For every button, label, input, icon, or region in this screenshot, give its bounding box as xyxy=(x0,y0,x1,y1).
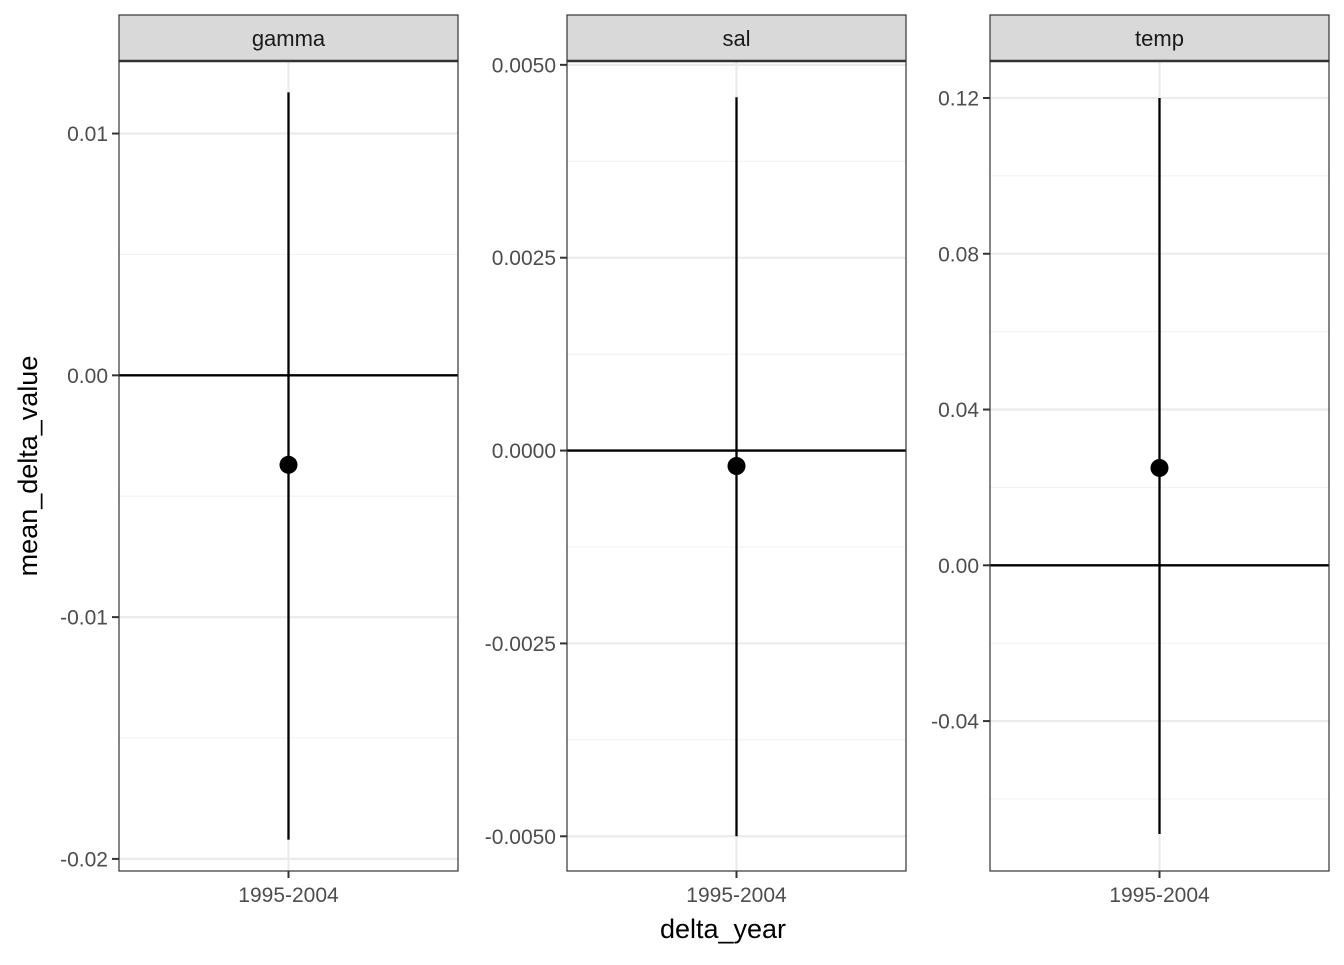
y-tick-label-sal: 0.0025 xyxy=(492,247,556,270)
y-tick-label-temp: 0.00 xyxy=(938,555,979,578)
x-axis-title: delta_year xyxy=(660,914,786,944)
facet-strip-gamma xyxy=(118,14,459,62)
facet-label-temp: temp xyxy=(1135,26,1184,51)
y-tick-label-temp: -0.04 xyxy=(931,711,979,734)
y-tick-label-temp: 0.08 xyxy=(938,243,979,266)
y-tick-label-gamma: 0.00 xyxy=(67,365,108,388)
y-tick-label-temp: 0.12 xyxy=(938,87,979,110)
facet-strip-temp xyxy=(989,14,1330,62)
mean-point-temp xyxy=(1150,458,1169,477)
x-tick-label-gamma: 1995-2004 xyxy=(238,884,339,907)
y-tick-label-sal: 0.0000 xyxy=(492,440,556,463)
facet-label-sal: sal xyxy=(722,26,750,51)
y-axis-title: mean_delta_value xyxy=(13,356,43,577)
y-tick-label-gamma: -0.01 xyxy=(60,607,108,630)
y-tick-label-sal: 0.0050 xyxy=(492,54,556,77)
y-tick-label-sal: -0.0025 xyxy=(485,633,556,656)
y-tick-label-gamma: 0.01 xyxy=(67,123,108,146)
mean-point-gamma xyxy=(279,455,298,474)
mean-point-sal xyxy=(727,457,746,475)
facet-label-gamma: gamma xyxy=(252,26,326,51)
facet-strip-sal xyxy=(566,14,907,62)
x-tick-label-temp: 1995-2004 xyxy=(1109,884,1210,907)
y-tick-label-sal: -0.0050 xyxy=(485,826,556,849)
x-tick-label-sal: 1995-2004 xyxy=(686,884,787,907)
y-tick-label-gamma: -0.02 xyxy=(60,848,108,871)
y-tick-label-temp: 0.04 xyxy=(938,399,979,422)
